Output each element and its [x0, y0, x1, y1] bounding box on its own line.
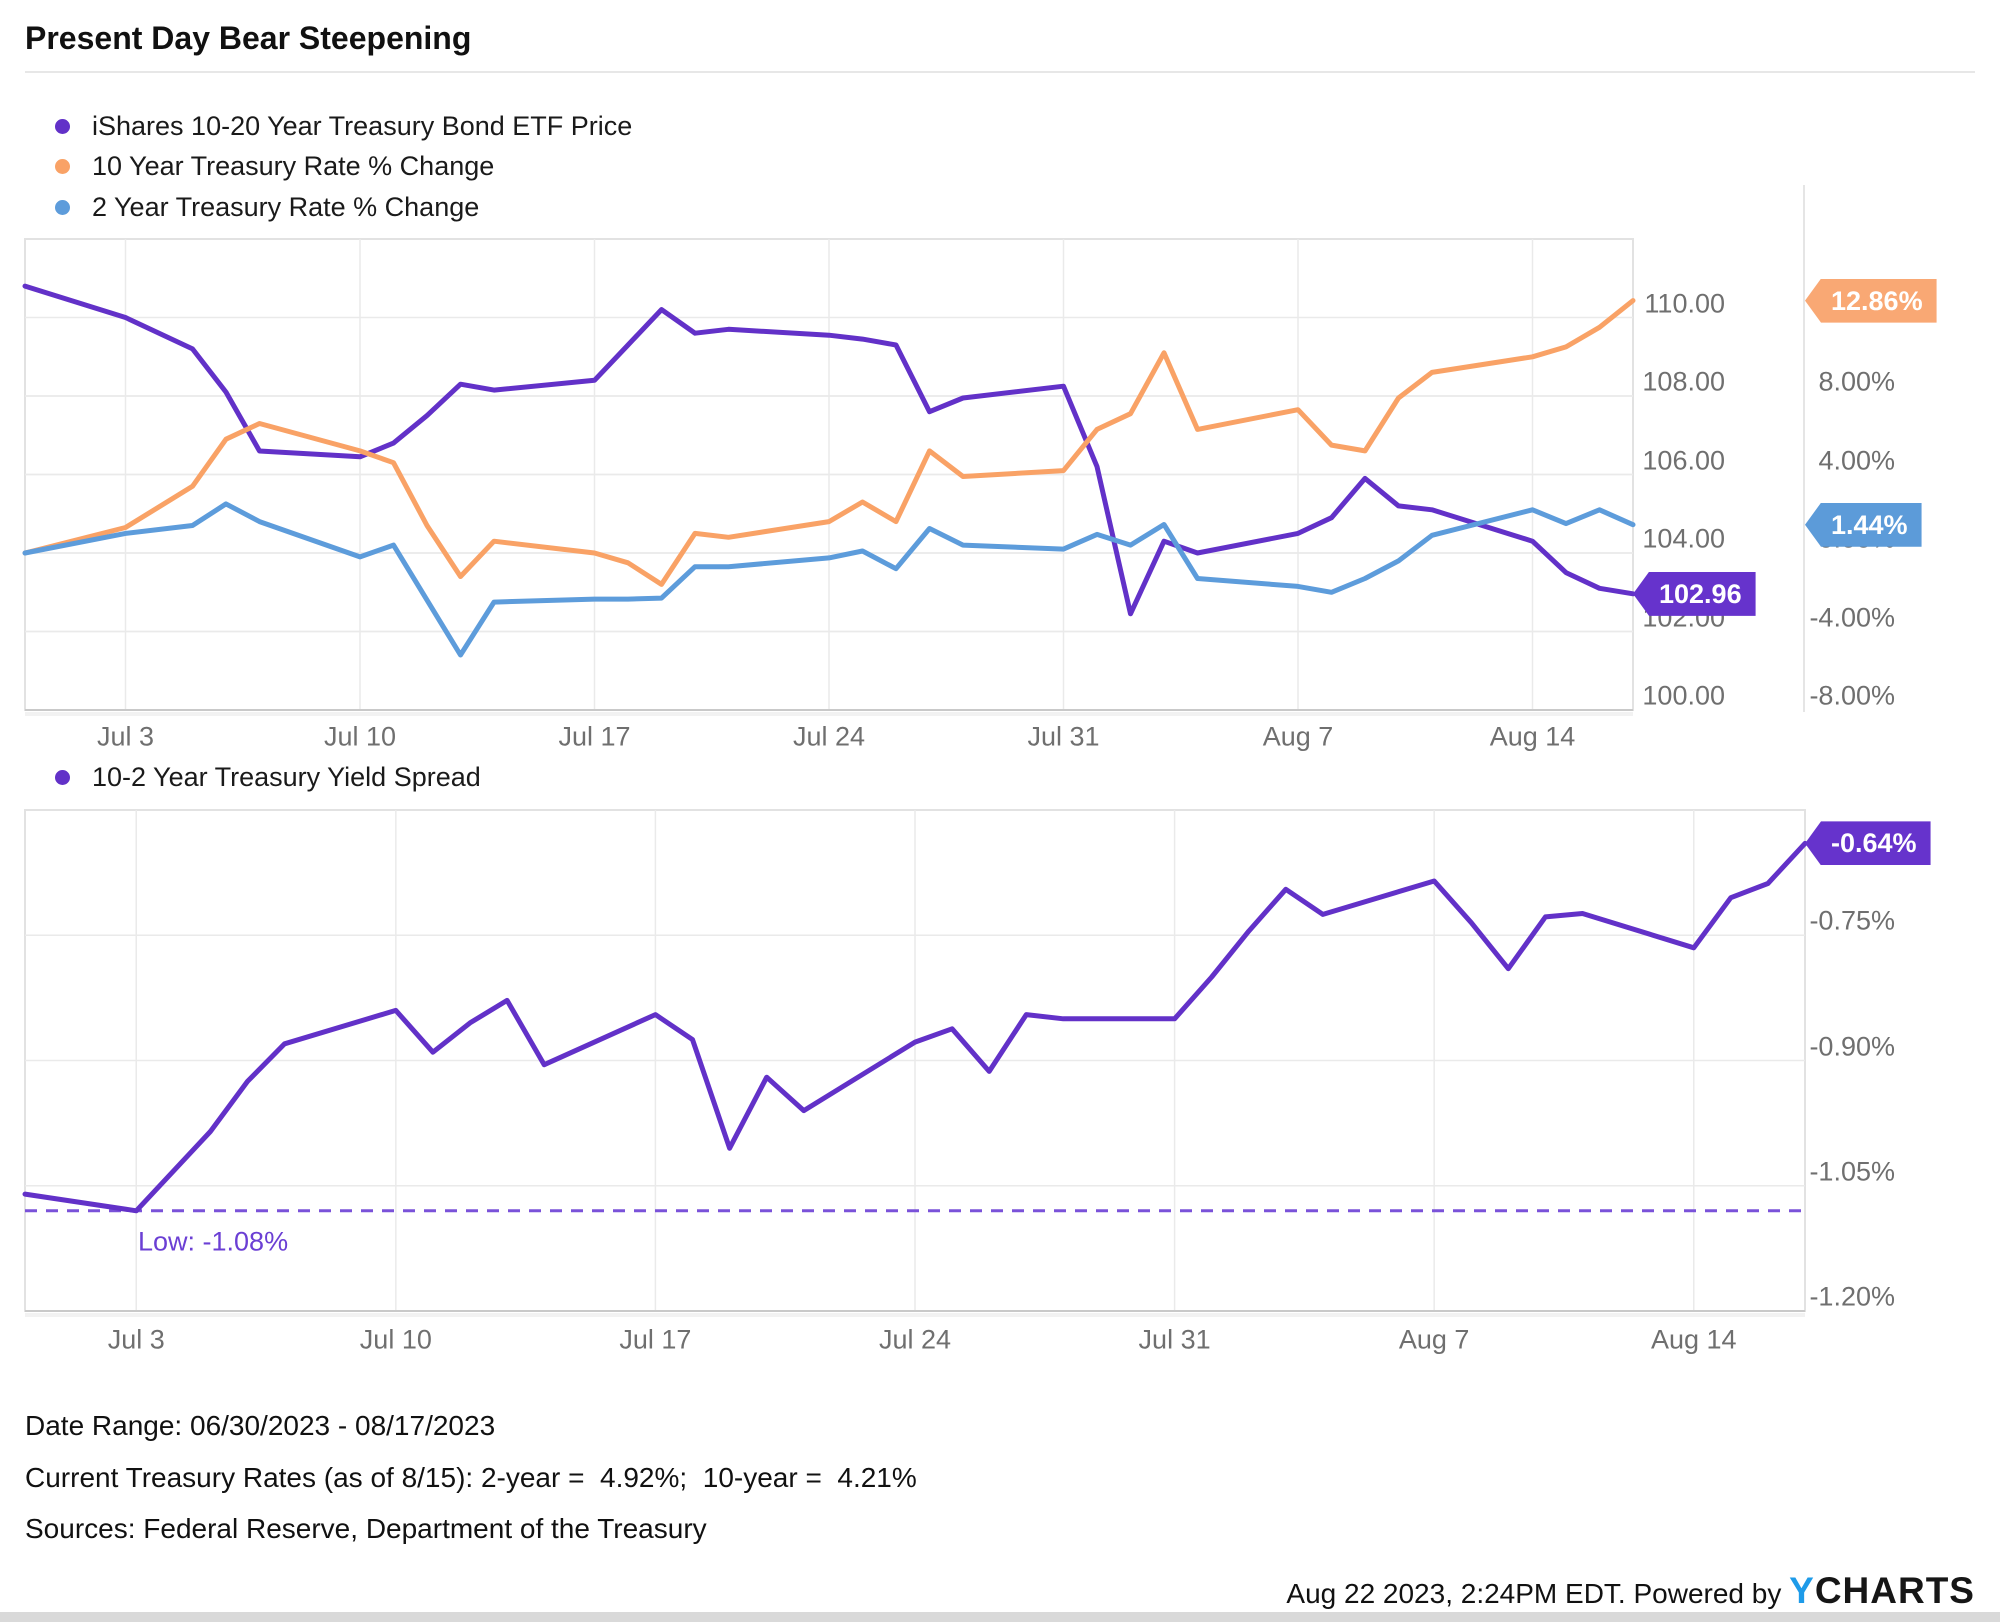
footer-date-range: Date Range: 06/30/2023 - 08/17/2023	[25, 1410, 496, 1441]
series-line	[22, 501, 1636, 658]
footer-sources: Sources: Federal Reserve, Department of …	[25, 1513, 707, 1544]
ycharts-logo-y[interactable]: Y	[1789, 1570, 1815, 1611]
legend-dot-icon	[55, 118, 70, 134]
legend-dot-icon	[55, 769, 70, 785]
page-title: Present Day Bear Steepening	[25, 20, 472, 56]
footer-current-rates: Current Treasury Rates (as of 8/15): 2-y…	[25, 1462, 917, 1493]
chart-1	[22, 238, 1636, 716]
chart-2	[22, 809, 1808, 1317]
footer-attribution: Aug 22 2023, 2:24PM EDT. Powered by Y CH…	[1286, 1570, 1975, 1612]
series-line	[22, 298, 1636, 587]
legend-item[interactable]: 2 Year Treasury Rate % Change	[55, 187, 479, 227]
x-axis-shadow	[25, 1313, 1805, 1317]
title-divider	[25, 71, 1975, 73]
footer-timestamp: Aug 22 2023, 2:24PM EDT. Powered by	[1286, 1578, 1790, 1609]
legend-label: 10 Year Treasury Rate % Change	[92, 151, 495, 181]
legend-item[interactable]: 10-2 Year Treasury Yield Spread	[55, 757, 481, 797]
legend-item[interactable]: iShares 10-20 Year Treasury Bond ETF Pri…	[55, 106, 632, 146]
legend-item[interactable]: 10 Year Treasury Rate % Change	[55, 147, 494, 187]
x-axis-shadow	[25, 712, 1633, 716]
series-line	[22, 283, 1636, 617]
legend-label: iShares 10-20 Year Treasury Bond ETF Pri…	[92, 110, 633, 141]
legend-label: 10-2 Year Treasury Yield Spread	[92, 761, 481, 792]
ycharts-logo-charts[interactable]: CHARTS	[1814, 1570, 1975, 1611]
series-line	[22, 840, 1808, 1214]
window-bottom-edge	[0, 1612, 2000, 1622]
legend-dot-icon	[55, 159, 70, 174]
legend-label: 2 Year Treasury Rate % Change	[92, 191, 480, 222]
legend-dot-icon	[55, 199, 70, 215]
